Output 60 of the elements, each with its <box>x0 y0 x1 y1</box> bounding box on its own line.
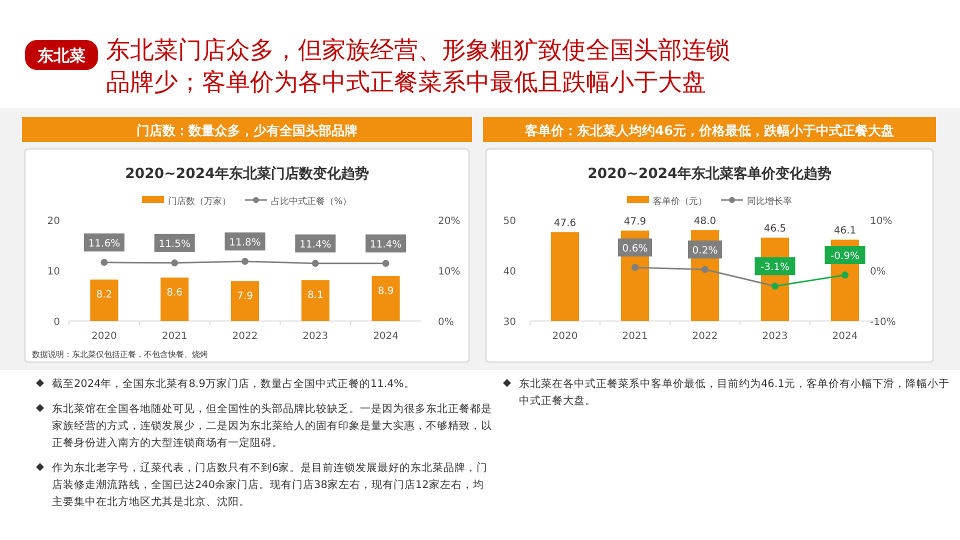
data-label: -0.9% <box>830 251 860 262</box>
chart-title: 2020~2024年东北菜门店数变化趋势 <box>125 165 369 182</box>
x-tick-label: 2020 <box>552 331 578 342</box>
y-tick-label: 30 <box>503 317 516 328</box>
data-label: 0.2% <box>692 245 718 256</box>
data-label: 8.1 <box>307 290 324 302</box>
x-tick-label: 2022 <box>232 331 258 342</box>
data-label: 11.8% <box>229 237 261 248</box>
y2-tick-label: -10% <box>870 317 896 328</box>
y2-tick-label: 10% <box>870 216 892 227</box>
data-label: 11.4% <box>370 239 402 250</box>
x-tick-label: 2021 <box>622 331 648 342</box>
data-label: 11.6% <box>88 238 120 250</box>
legend-label: 同比增长率 <box>747 196 792 207</box>
x-tick-label: 2022 <box>692 331 718 342</box>
y-tick-label: 20 <box>47 216 60 227</box>
y-tick-label: 40 <box>503 266 516 278</box>
legend-label: 占比中式正餐（%） <box>271 196 352 207</box>
text: 东北菜馆在全国各地随处可见，但全国性的头部品牌比较缺乏。一是因为很多东北正餐都是家族经营的方式，连锁发展少，二是因为东北菜给人的固有印象是量大实惠，不够精致，以正餐身份进入南方的大型连锁商场有一定阻碍。 <box>52 402 492 449</box>
y2-tick-label: 10% <box>438 266 460 278</box>
data-label: 0.6% <box>622 243 648 254</box>
chart-subtitle: 门店数：数量众多，少有全国头部品牌 <box>136 123 358 139</box>
data-label: 48.0 <box>694 216 716 228</box>
point <box>842 272 848 279</box>
data-label: 8.6 <box>166 288 183 299</box>
text: 东北菜 <box>36 46 86 65</box>
x-tick-label: 2020 <box>91 331 117 342</box>
y2-tick-label: 20% <box>438 216 460 227</box>
data-label: 7.9 <box>237 291 253 302</box>
point <box>702 266 708 273</box>
data-label: 47.6 <box>554 218 576 230</box>
y-tick-label: 50 <box>503 216 516 227</box>
legend-label: 客单价（元） <box>653 196 707 207</box>
data-label: -3.1% <box>760 262 790 274</box>
data-label: 46.5 <box>764 224 786 235</box>
text: 东北菜门店众多，但家族经营、形象粗犷致使全国头部连锁品牌少；客单价为各中式正餐菜系中最低且跌幅小于大盘 <box>106 36 730 96</box>
data-label: 47.9 <box>624 216 646 228</box>
text: 截至2024年，全国东北菜有8.9万家门店，数量占全国中式正餐的11.4%。 <box>52 377 415 390</box>
x-tick-label: 2021 <box>162 331 188 342</box>
y-tick-label: 10 <box>47 266 60 278</box>
x-tick-label: 2024 <box>373 331 399 342</box>
chart-subtitle: 客单价：东北菜人均约46元，价格最低，跌幅小于中式正餐大盘 <box>524 123 894 139</box>
point <box>632 264 638 271</box>
x-tick-label: 2024 <box>832 331 858 342</box>
data-label: 46.1 <box>834 226 856 237</box>
y2-tick-label: 0% <box>438 317 454 328</box>
y-tick-label: 0 <box>54 317 60 328</box>
chart-title: 2020~2024年东北菜客单价变化趋势 <box>588 165 832 182</box>
text: 东北菜在各中式正餐菜系中客单价最低，目前约为46.1元，客单价有小幅下滑，降幅小于中式正餐大盘。 <box>519 377 950 407</box>
data-label: 8.9 <box>378 286 394 298</box>
data-label: 11.5% <box>158 238 190 250</box>
x-tick-label: 2023 <box>762 331 788 342</box>
point <box>772 282 778 290</box>
x-tick-label: 2023 <box>302 331 328 342</box>
data-label: 11.4% <box>300 239 332 250</box>
text: 作为东北老字号，辽菜代表，门店数只有不到6家。是目前连锁发展最好的东北菜品牌，门店装修走潮流路线，全国已达240余家门店。现有门店38家左右，现有门店12家左右，均主要集中在北方地区尤其是北京、沈阳。 <box>51 461 488 508</box>
text: 数据说明：东北菜仅包括正餐，不包含快餐、烧烤 <box>32 350 208 359</box>
y2-tick-label: 0% <box>870 266 886 278</box>
data-label: 8.2 <box>96 290 112 301</box>
legend-label: 门店数（万家） <box>168 196 231 207</box>
